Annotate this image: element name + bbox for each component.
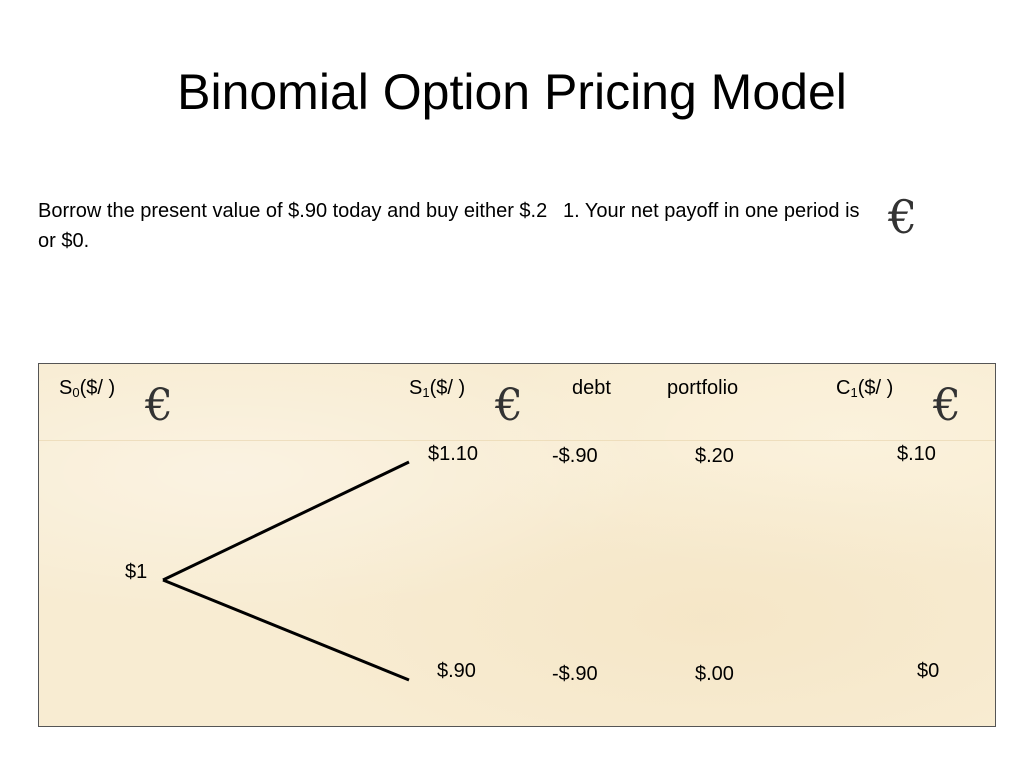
down-debt-value: -$.90: [552, 663, 598, 685]
euro-icon: €: [933, 380, 961, 431]
binomial-tree-lines: [162, 460, 410, 682]
s1-header: S1($/ ): [409, 376, 465, 400]
euro-icon: €: [145, 380, 173, 431]
down-branch-line: [162, 578, 410, 682]
up-branch-line: [162, 460, 410, 582]
c1-symbol: C: [836, 377, 851, 399]
slide-title: Binomial Option Pricing Model: [177, 64, 847, 120]
debt-header: debt: [572, 377, 611, 399]
up-portfolio-value: $.20: [695, 445, 734, 467]
s0-symbol: S: [59, 377, 73, 399]
s0-subscript: 0: [72, 385, 80, 400]
root-stock-price: $1: [125, 561, 148, 583]
s1-subscript: 1: [422, 385, 430, 400]
down-portfolio-value: $.00: [695, 663, 734, 685]
down-s1-value: $.90: [437, 660, 476, 682]
s0-header: S0($/ ): [59, 376, 115, 400]
header-divider: [39, 440, 995, 441]
s0-unit: ($/ ): [79, 377, 116, 399]
up-s1-value: $1.10: [428, 443, 479, 465]
c1-header: C1($/ ): [836, 376, 893, 400]
c1-subscript: 1: [850, 385, 858, 400]
euro-icon: €: [888, 190, 918, 244]
s1-unit: ($/ ): [429, 377, 466, 399]
up-c1-value: $.10: [897, 443, 936, 465]
binomial-tree-panel: S0($/ ) € S1($/ ) € debt portfolio C1($/…: [38, 363, 996, 727]
net-payoff-text: 1. Your net payoff in one period is: [563, 200, 860, 222]
up-debt-value: -$.90: [552, 445, 598, 467]
borrow-text: Borrow the present value of $.90 today a…: [38, 200, 548, 252]
euro-icon: €: [495, 380, 523, 431]
portfolio-header: portfolio: [667, 377, 739, 399]
down-c1-value: $0: [917, 660, 940, 682]
s1-symbol: S: [409, 377, 423, 399]
c1-unit: ($/ ): [857, 377, 894, 399]
